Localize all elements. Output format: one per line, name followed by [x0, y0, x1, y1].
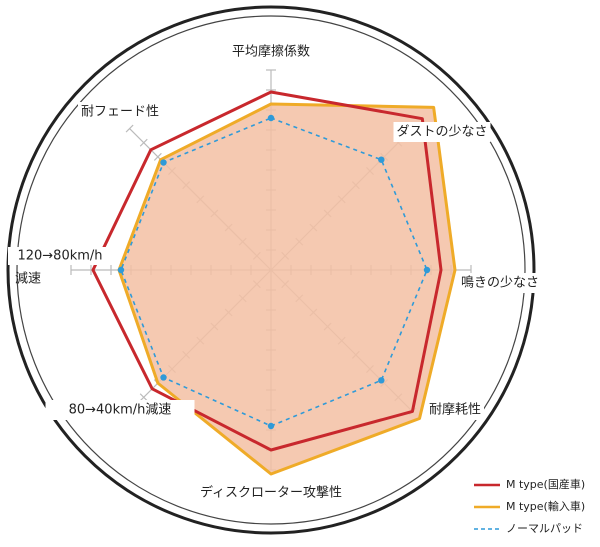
series-point: [267, 114, 275, 122]
series-line: [117, 102, 457, 476]
axis-label: 120→80km/h: [17, 249, 102, 264]
series-point: [378, 377, 385, 384]
series-area: [119, 104, 455, 474]
inner-ring: [16, 15, 526, 525]
axis-label: ダストの少なさ: [396, 125, 487, 140]
label-bg: [8, 247, 112, 265]
label-bg: [196, 483, 346, 503]
axis-label: ディスクローター攻撃性: [200, 485, 342, 501]
legend-label: M type(国産車): [506, 477, 585, 491]
label-bg: [393, 122, 491, 142]
axis-label: 減速: [15, 271, 41, 287]
tick-mark: [153, 152, 162, 161]
series-point: [160, 374, 167, 381]
series-point: [117, 266, 125, 274]
label-bg: [426, 400, 484, 420]
axis-label: 耐フェード性: [81, 105, 159, 120]
legend-label: M type(輸入車): [506, 499, 585, 513]
series-point: [160, 159, 167, 166]
legend-label: ノーマルパッド: [506, 522, 583, 535]
axis-label: 鳴きの少なさ: [461, 276, 539, 291]
tick-mark: [125, 124, 134, 133]
label-bg: [229, 42, 313, 62]
axis-label: 耐摩耗性: [429, 402, 481, 418]
tick-mark: [139, 393, 148, 402]
label-bg: [45, 400, 195, 420]
axis-label: 80→40km/h減速: [69, 402, 172, 418]
series-line: [91, 90, 443, 452]
label-bg: [458, 273, 542, 293]
series-point: [378, 156, 385, 163]
series-point: [267, 422, 275, 430]
label-bg: [78, 102, 162, 122]
series-line: [120, 117, 428, 427]
tick-mark: [139, 138, 148, 147]
outer-ring: [6, 5, 536, 535]
axis-label: 平均摩擦係数: [232, 44, 310, 60]
series-point: [423, 266, 431, 274]
